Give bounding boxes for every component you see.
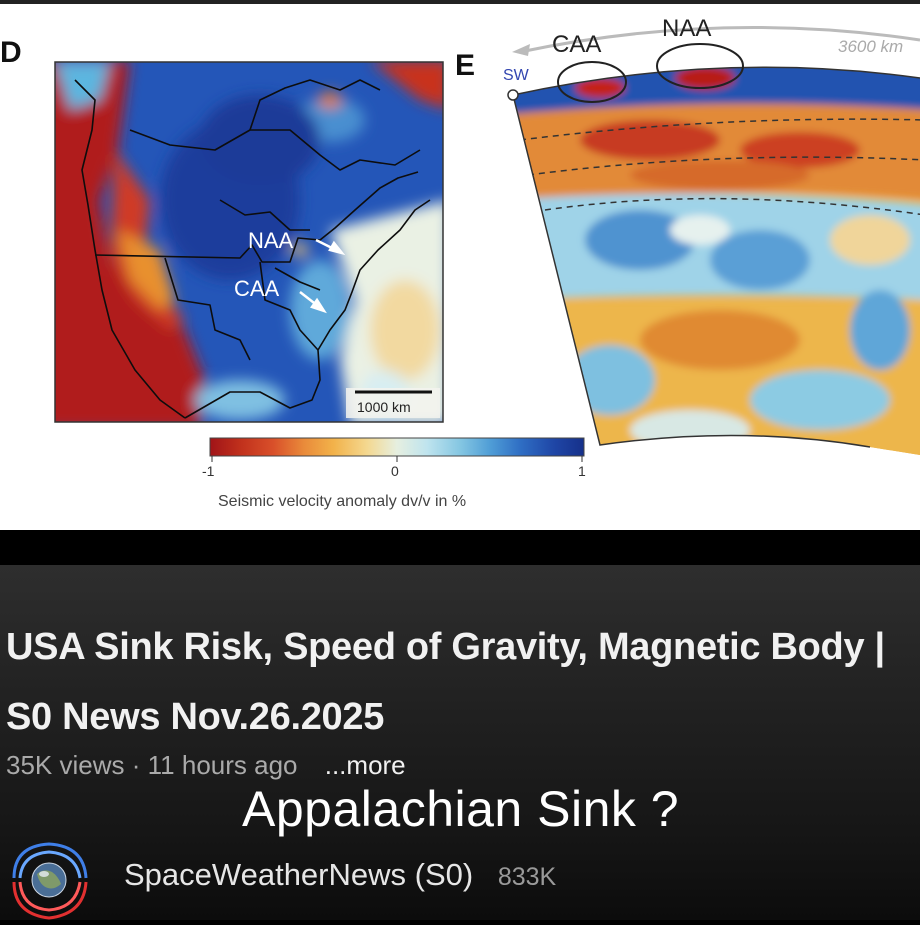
map-label-naa: NAA [248,228,294,253]
section-label-naa: NAA [662,15,711,42]
panel-d-letter: D [0,36,22,69]
naa-circle [656,43,744,89]
video-meta: 35K views · 11 hours ago ...more [6,750,406,781]
subscriber-count: 833K [497,863,557,891]
meta-separator: · [131,750,141,780]
caa-circle [557,61,627,103]
sw-endpoint-marker [507,89,519,101]
channel-avatar[interactable] [4,838,94,920]
top-strip [0,0,920,4]
view-count: 35K views [6,750,125,780]
upload-age: 11 hours ago [147,750,298,780]
colorbar-title: Seismic velocity anomaly dv/v in % [218,493,466,510]
colorbar-max-label: 1 [578,463,586,479]
colorbar [209,437,585,457]
more-button[interactable]: ...more [324,750,406,780]
map-label-caa: CAA [234,276,280,301]
velocity-map: NAA CAA 1000 km [55,62,443,422]
distance-arc [519,26,920,54]
channel-name[interactable]: SpaceWeatherNews (S0) [124,857,474,892]
map-frame [54,61,444,423]
cross-section [513,67,920,456]
channel-row[interactable]: SpaceWeatherNews (S0) 833K [124,857,556,893]
separator-band [0,530,920,565]
scale-bar-label: 1000 km [357,399,411,415]
section-distance-label: 3600 km [838,37,903,56]
video-title[interactable]: USA Sink Risk, Speed of Gravity, Magneti… [6,626,885,738]
overlay-caption: Appalachian Sink ? [242,781,680,837]
section-frame [512,66,920,448]
colorbar-mid-label: 0 [391,463,399,479]
section-label-sw: SW [503,67,530,84]
section-label-caa: CAA [552,31,601,58]
seismic-figure-image: D [0,0,920,530]
colorbar-min-label: -1 [202,463,215,479]
panel-e-letter: E [455,49,475,82]
video-info-panel [0,565,920,920]
